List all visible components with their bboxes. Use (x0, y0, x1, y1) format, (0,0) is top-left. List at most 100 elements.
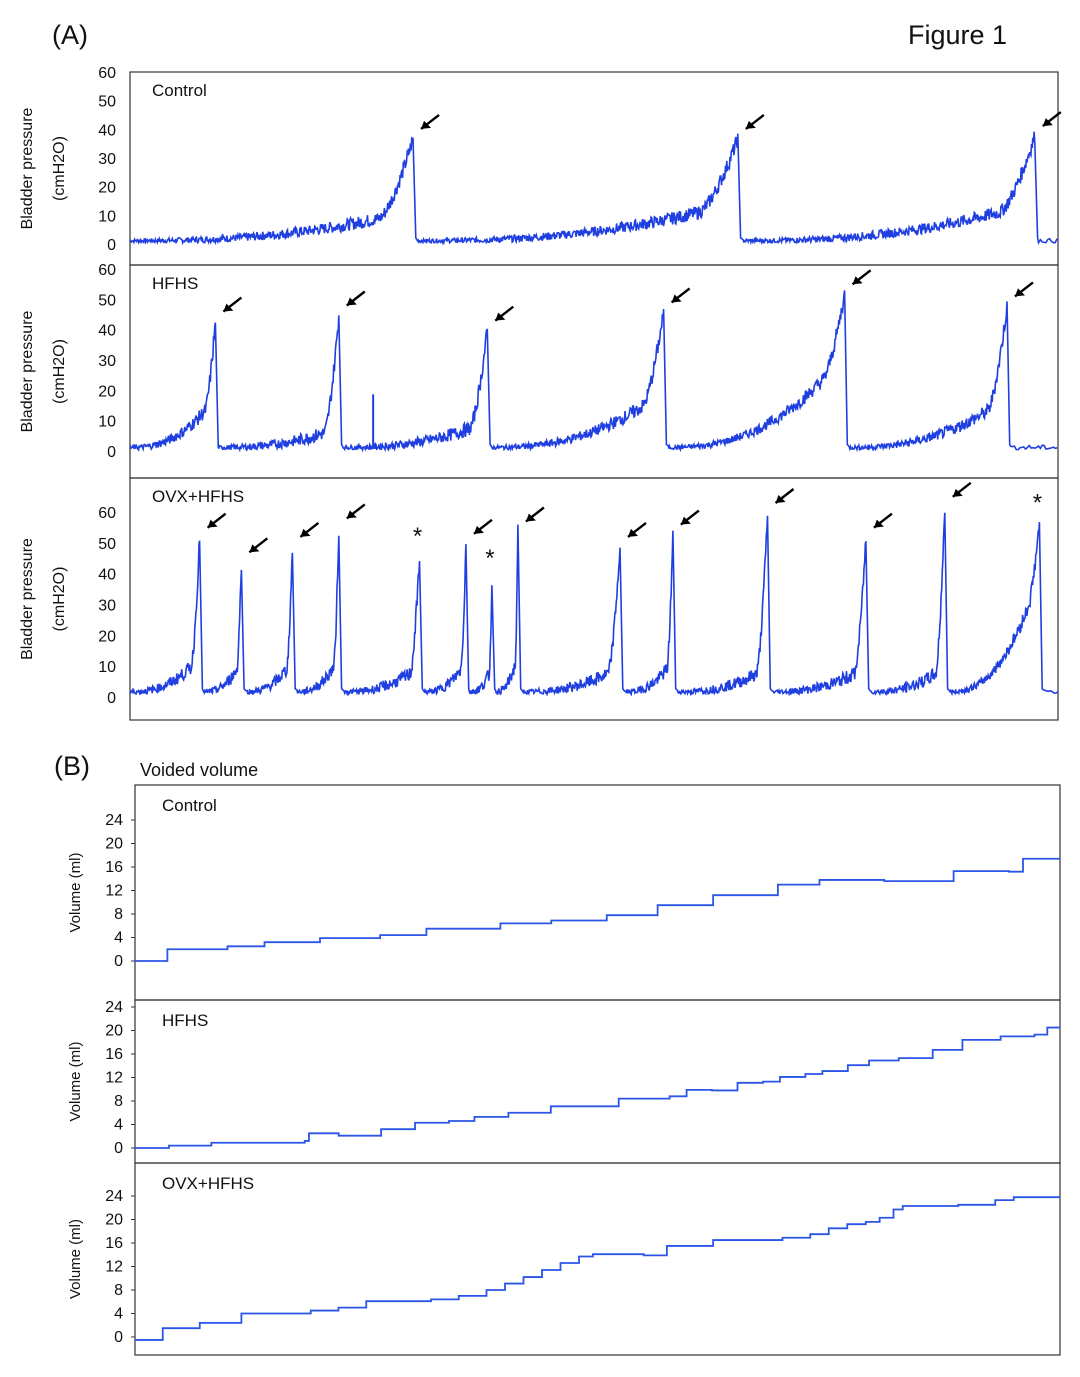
panel-title: HFHS (152, 274, 198, 293)
y-tick-label: 30 (98, 353, 116, 370)
y-tick-label: 24 (105, 999, 123, 1016)
y-axis-label: Bladder pressure (19, 538, 36, 660)
star-marker: * (485, 545, 494, 572)
star-marker: * (1033, 489, 1042, 516)
plot-frame (134, 784, 1061, 1001)
y-tick-label: 50 (98, 292, 116, 309)
y-tick-label: 60 (98, 505, 116, 522)
panel-a-label: (A) (52, 20, 88, 50)
arrow-head (421, 120, 432, 129)
volume-trace (135, 857, 1060, 962)
y-tick-label: 0 (107, 690, 116, 707)
y-tick-label: 12 (105, 1070, 123, 1087)
chart-0: 0 10 20 30 40 50 60 Control Bladder pressure (cmH… (19, 65, 1062, 266)
y-tick-label: 12 (105, 1259, 123, 1276)
y-tick-label: 4 (114, 1306, 123, 1323)
chart-4: 0 4 8 12 16 20 24 HFHS Volume (ml) (67, 999, 1061, 1164)
volume-trace (135, 1196, 1060, 1341)
y-tick-label: 10 (98, 414, 116, 431)
plot-frame (134, 1162, 1061, 1356)
arrow-head (775, 495, 786, 503)
y-tick-label: 20 (105, 1212, 123, 1229)
y-tick-label: 60 (98, 65, 116, 82)
y-tick-label: 12 (105, 883, 123, 900)
arrow-head (525, 513, 536, 522)
y-tick-label: 8 (114, 1093, 123, 1110)
y-tick-label: 20 (105, 836, 123, 853)
y-tick-label: 30 (98, 598, 116, 615)
y-tick-label: 50 (98, 536, 116, 553)
arrow-head (1014, 288, 1025, 297)
y-tick-label: 20 (98, 383, 116, 400)
plot-frame (129, 477, 1059, 721)
y-tick-label: 40 (98, 323, 116, 340)
arrow-head (223, 303, 234, 312)
y-tick-label: 10 (98, 208, 116, 225)
y-tick-label: 40 (98, 567, 116, 584)
y-tick-label: 24 (105, 1188, 123, 1205)
arrow-head (300, 528, 311, 537)
y-tick-label: 20 (98, 180, 116, 197)
star-marker: * (413, 523, 422, 550)
chart-3: 0 4 8 12 16 20 24 Control Volume (ml) (67, 784, 1061, 1001)
arrow-head (873, 519, 884, 528)
y-tick-label: 4 (114, 930, 123, 947)
plot-frame (134, 999, 1061, 1164)
y-axis-label: Volume (ml) (67, 1041, 84, 1121)
y-tick-label: 10 (98, 659, 116, 676)
y-axis-label: Bladder pressure (19, 107, 36, 229)
y-tick-label: 8 (114, 906, 123, 923)
y-axis-label: Volume (ml) (67, 1219, 84, 1299)
voided-volume-title: Voided volume (140, 760, 258, 780)
y-tick-label: 4 (114, 1117, 123, 1134)
panel-title: HFHS (162, 1011, 208, 1030)
y-tick-label: 60 (98, 262, 116, 279)
y-tick-label: 50 (98, 94, 116, 111)
arrow-head (249, 544, 260, 553)
arrow-head (852, 276, 863, 285)
arrow-head (1042, 118, 1053, 127)
y-tick-label: 0 (114, 1329, 123, 1346)
y-axis-label: Volume (ml) (67, 852, 84, 932)
arrow-head (346, 510, 357, 519)
arrow-head (495, 312, 506, 321)
y-axis-units: (cmH2O) (51, 339, 68, 404)
y-axis-label: Bladder pressure (19, 310, 36, 432)
arrow-head (346, 297, 357, 306)
arrow-head (680, 516, 691, 525)
chart-2: 0 10 20 30 40 50 60 OVX+HFHS Bladder pressure (cm… (19, 477, 1059, 721)
panel-title: Control (152, 81, 207, 100)
volume-trace (135, 1026, 1060, 1149)
arrow-head (207, 519, 218, 528)
chart-5: 0 4 8 12 16 20 24 OVX+HFHS Volume (ml) (67, 1162, 1061, 1356)
y-tick-label: 16 (105, 859, 123, 876)
figure-label: Figure 1 (908, 20, 1007, 50)
panel-title: Control (162, 796, 217, 815)
y-tick-label: 0 (114, 953, 123, 970)
y-tick-label: 8 (114, 1282, 123, 1299)
pressure-trace (129, 512, 1059, 697)
y-tick-label: 16 (105, 1235, 123, 1252)
y-tick-label: 0 (114, 1140, 123, 1157)
y-axis-units: (cmH2O) (51, 136, 68, 201)
arrow-head (627, 528, 638, 537)
panel-title: OVX+HFHS (162, 1174, 254, 1193)
y-tick-label: 40 (98, 122, 116, 139)
y-tick-label: 0 (107, 237, 116, 254)
y-axis-units: (cmH2O) (51, 567, 68, 632)
y-tick-label: 20 (98, 628, 116, 645)
panel-title: OVX+HFHS (152, 487, 244, 506)
arrow-head (952, 488, 963, 497)
y-tick-label: 30 (98, 151, 116, 168)
arrow-head (473, 525, 484, 534)
y-tick-label: 0 (107, 444, 116, 461)
y-tick-label: 24 (105, 812, 123, 829)
arrow-head (671, 294, 682, 303)
y-tick-label: 16 (105, 1046, 123, 1063)
pressure-trace (129, 131, 1058, 246)
panel-b-label: (B) (54, 751, 90, 781)
chart-1: 0 10 20 30 40 50 60 HFHS Bladder pressure (cmH2O) (19, 262, 1059, 479)
pressure-trace (129, 290, 1058, 453)
